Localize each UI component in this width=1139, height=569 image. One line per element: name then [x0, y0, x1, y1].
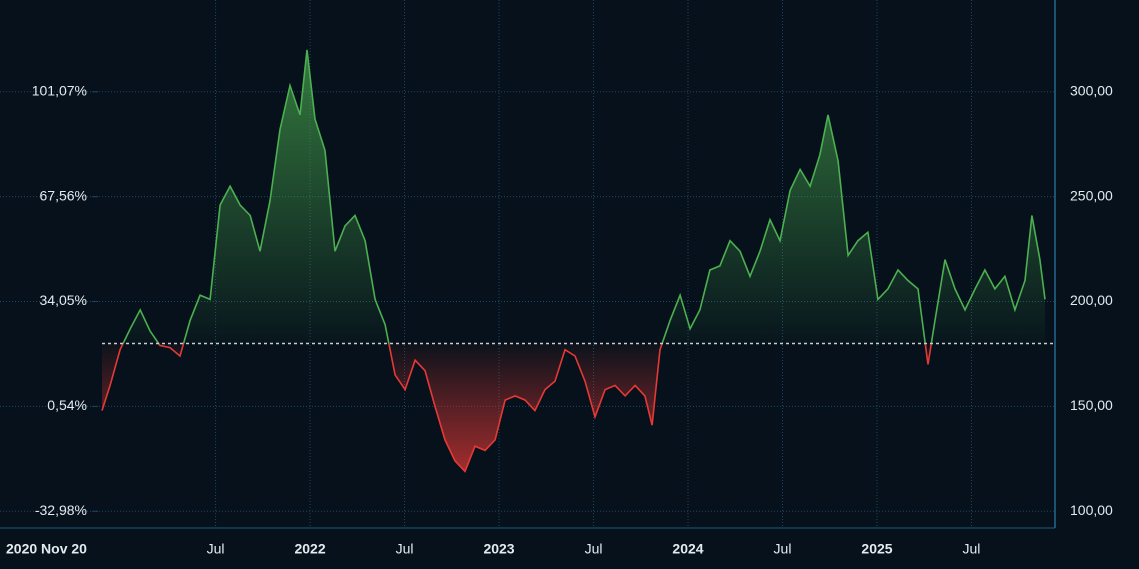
x-tick-label: 2022: [294, 541, 325, 557]
y-tick-label: 100,00: [1070, 502, 1113, 518]
area: [102, 49, 1045, 472]
y2-tick-label: 34,05%: [40, 292, 87, 308]
x-tick-label: Jul: [585, 541, 603, 557]
x-tick-label: 2020 Nov 20: [6, 541, 87, 557]
x-tick-label: 2023: [483, 541, 514, 557]
y-tick-label: 300,00: [1070, 82, 1113, 98]
x-tick-label: Jul: [207, 541, 225, 557]
x-tick-label: 2025: [861, 541, 892, 557]
y2-tick-label: 0,54%: [47, 397, 87, 413]
y-tick-label: 200,00: [1070, 292, 1113, 308]
y2-tick-label: -32,98%: [35, 502, 87, 518]
y-tick-label: 250,00: [1070, 187, 1113, 203]
price-line: [101, 49, 1046, 473]
y2-tick-label: 67,56%: [40, 187, 87, 203]
x-tick-label: Jul: [774, 541, 792, 557]
y2-tick-label: 101,07%: [32, 83, 87, 99]
x-tick-label: Jul: [963, 541, 981, 557]
x-tick-label: Jul: [396, 541, 414, 557]
x-tick-label: 2024: [672, 541, 703, 557]
y-tick-label: 150,00: [1070, 397, 1113, 413]
